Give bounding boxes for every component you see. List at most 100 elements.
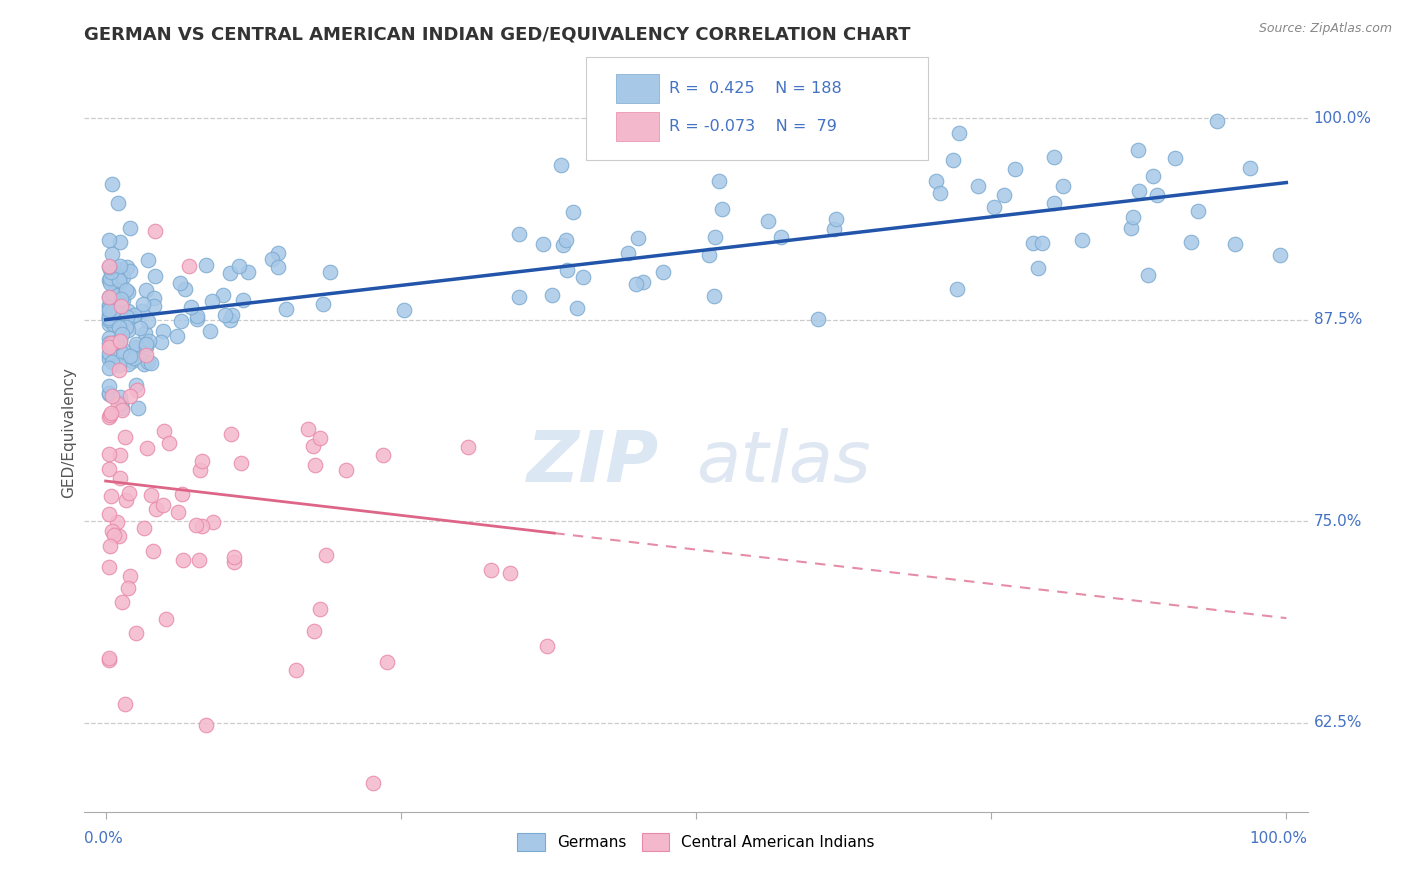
Text: atlas: atlas <box>696 428 870 498</box>
Point <box>187 553 209 567</box>
Point <box>946 282 969 296</box>
Point <box>98 298 121 312</box>
Point <box>143 269 166 284</box>
Point <box>191 453 214 467</box>
Point <box>98 300 121 314</box>
Point <box>166 329 188 343</box>
Point <box>1022 236 1045 251</box>
Point <box>285 663 308 677</box>
Point <box>117 285 139 300</box>
Point <box>1136 268 1159 282</box>
Point <box>155 612 177 626</box>
Point <box>624 277 647 291</box>
Y-axis label: GED/Equivalency: GED/Equivalency <box>60 368 76 498</box>
Point <box>101 289 124 303</box>
Point <box>479 563 502 577</box>
Text: 100.0%: 100.0% <box>1250 831 1308 847</box>
Point <box>221 308 243 322</box>
Bar <box>616 112 659 141</box>
Point <box>121 353 143 368</box>
Point <box>308 602 330 616</box>
Point <box>108 529 131 543</box>
Point <box>115 310 138 324</box>
Point <box>101 351 124 366</box>
Point <box>924 174 946 188</box>
Point <box>108 333 131 347</box>
Point <box>631 275 654 289</box>
Point <box>98 361 121 376</box>
Point <box>312 296 335 310</box>
Point <box>224 550 246 565</box>
Point <box>134 521 156 535</box>
Point <box>98 290 121 304</box>
Point <box>105 516 128 530</box>
Text: 62.5%: 62.5% <box>1313 715 1362 731</box>
Point <box>1187 203 1209 218</box>
Point <box>104 306 127 320</box>
Point <box>110 395 132 409</box>
Point <box>117 357 139 371</box>
Point <box>101 177 124 191</box>
Point <box>108 269 131 284</box>
Point <box>118 486 141 500</box>
Point <box>1270 248 1292 262</box>
Point <box>550 158 572 172</box>
Point <box>711 202 734 216</box>
Point <box>195 258 218 272</box>
Point <box>98 409 121 424</box>
Point <box>186 309 208 323</box>
Point <box>122 351 145 366</box>
Point <box>531 237 554 252</box>
Point <box>375 655 398 669</box>
Point <box>993 188 1015 202</box>
Point <box>98 653 121 667</box>
Point <box>627 231 650 245</box>
Point <box>107 195 129 210</box>
Point <box>143 224 166 238</box>
Point <box>928 186 950 200</box>
Point <box>114 430 136 444</box>
Point <box>125 383 148 397</box>
Point <box>104 265 127 279</box>
Point <box>112 293 135 308</box>
Point <box>195 718 218 732</box>
Point <box>1239 161 1261 175</box>
Point <box>98 650 121 665</box>
Point <box>136 253 159 268</box>
Point <box>308 431 330 445</box>
Point <box>297 422 319 436</box>
Point <box>697 248 720 262</box>
Point <box>508 227 530 241</box>
Point <box>108 449 131 463</box>
Point <box>98 385 121 400</box>
Point <box>118 388 141 402</box>
Point <box>100 489 122 503</box>
Point <box>1223 237 1246 252</box>
Point <box>825 212 848 227</box>
Point <box>100 389 122 403</box>
Point <box>103 527 125 541</box>
Point <box>555 262 578 277</box>
Point <box>101 524 124 538</box>
Point <box>267 246 290 260</box>
Point <box>115 283 138 297</box>
Point <box>100 264 122 278</box>
Point <box>191 519 214 533</box>
Point <box>141 488 163 502</box>
Point <box>101 247 124 261</box>
Point <box>112 270 135 285</box>
Point <box>98 260 121 274</box>
Point <box>114 319 136 334</box>
Point <box>98 273 121 287</box>
Point <box>1180 235 1202 250</box>
Point <box>98 507 121 521</box>
Point <box>104 300 127 314</box>
Point <box>115 493 138 508</box>
Point <box>98 310 121 325</box>
Point <box>1126 143 1149 157</box>
Point <box>457 441 479 455</box>
Point <box>1052 178 1074 193</box>
Point <box>134 326 156 340</box>
Point <box>98 234 121 248</box>
Point <box>1121 220 1143 235</box>
